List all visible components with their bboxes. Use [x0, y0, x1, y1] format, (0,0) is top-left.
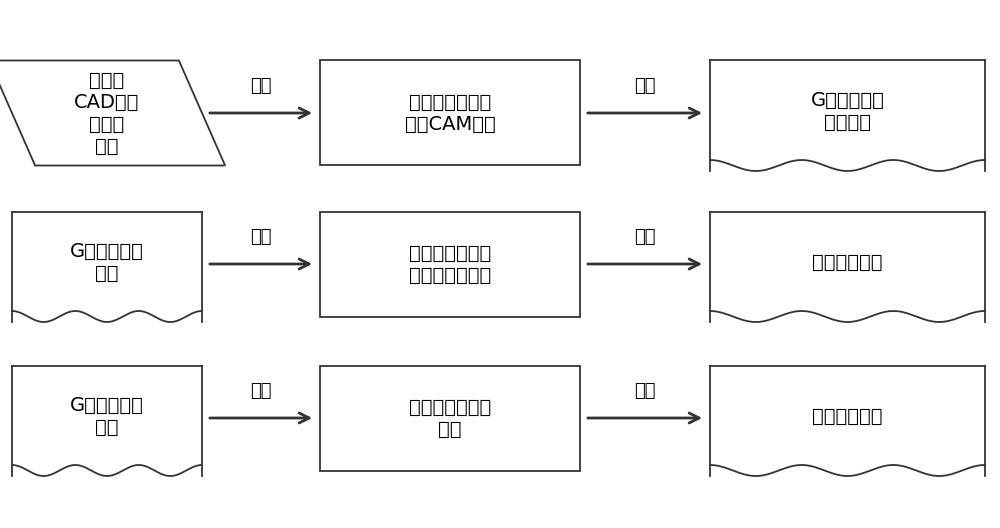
Text: 导入: 导入 [250, 228, 272, 246]
Text: 第二加工代码: 第二加工代码 [812, 252, 883, 271]
Bar [320, 365, 580, 470]
Polygon shape [710, 61, 985, 171]
Text: 含副代码生成模
块的CAM软件: 含副代码生成模 块的CAM软件 [405, 92, 495, 134]
Text: 生成: 生成 [634, 77, 656, 95]
Text: G代码和第二
加工代码: G代码和第二 加工代码 [811, 90, 884, 131]
Polygon shape [710, 365, 985, 476]
Polygon shape [710, 212, 985, 322]
Text: 含副代码生成模
块的第三方软件: 含副代码生成模 块的第三方软件 [409, 243, 491, 285]
Polygon shape [12, 212, 202, 322]
Text: G代码和机床
数据: G代码和机床 数据 [70, 395, 144, 437]
Text: 第二加工代码: 第二加工代码 [812, 407, 883, 426]
Bar [320, 212, 580, 316]
Text: 导入: 导入 [250, 77, 272, 95]
Polygon shape [12, 365, 202, 476]
Text: 生成: 生成 [634, 228, 656, 246]
Bar [320, 61, 580, 165]
Polygon shape [0, 61, 225, 165]
Text: 生成: 生成 [634, 382, 656, 400]
Text: 数控副代码生成
模块: 数控副代码生成 模块 [409, 398, 491, 438]
Text: 导入: 导入 [250, 382, 272, 400]
Text: G代码和机床
数据: G代码和机床 数据 [70, 241, 144, 282]
Text: 零件的
CAD模型
和机床
数据: 零件的 CAD模型 和机床 数据 [74, 71, 140, 156]
